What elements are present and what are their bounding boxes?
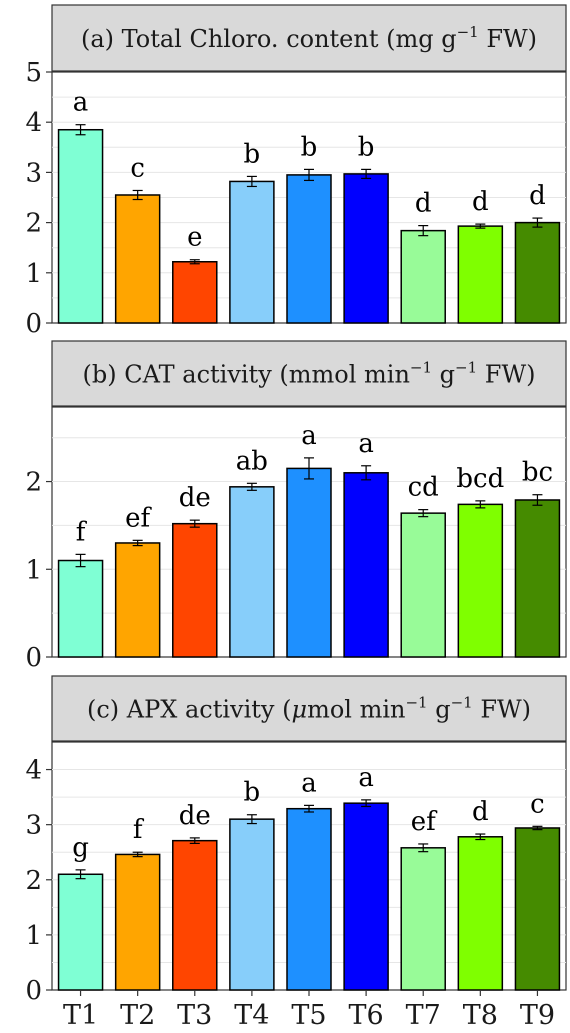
y-tick-label: 2: [25, 468, 42, 498]
panel-2-title: (c) APX activity (μmol min−1 g−1 FW): [87, 694, 531, 724]
bar-T8: [457, 503, 504, 658]
significance-letter: bcd: [456, 464, 504, 494]
bar-T9: [514, 499, 561, 658]
y-tick-label: 2: [25, 866, 42, 896]
significance-letter: ef: [411, 807, 438, 837]
title-text-3: g: [428, 696, 451, 724]
significance-letter: bc: [522, 458, 553, 488]
bar-T2: [114, 853, 161, 991]
significance-letter: de: [179, 801, 211, 831]
significance-letter: d: [472, 797, 489, 827]
significance-letter: a: [301, 421, 317, 451]
bar-T4: [229, 486, 275, 658]
bar-T1: [57, 128, 104, 324]
x-tick-label-T2: T2: [120, 1000, 155, 1031]
bar-T6: [343, 802, 389, 991]
significance-letter: b: [244, 778, 261, 808]
x-tick-label-T6: T6: [349, 1000, 384, 1031]
bar-T9: [514, 827, 561, 991]
significance-letter: f: [133, 815, 145, 845]
y-tick-label: 0: [25, 976, 42, 1006]
y-tick-label: 3: [25, 158, 42, 188]
title-tail: FW): [473, 696, 531, 724]
significance-letter: cd: [408, 473, 439, 503]
y-tick-label: 5: [25, 58, 42, 88]
title-text: (a) Total Chloro. content (mg g: [81, 25, 457, 53]
significance-letter: f: [76, 517, 88, 547]
significance-letter: d: [529, 181, 546, 211]
bar-T5: [286, 807, 332, 991]
bar-T7: [400, 847, 446, 991]
title-text: (c) APX activity (: [87, 696, 292, 724]
significance-letter: a: [301, 768, 317, 798]
title-superscript-2: −1: [455, 359, 477, 377]
x-tick-label-T5: T5: [291, 1000, 326, 1031]
significance-letter: a: [73, 88, 89, 118]
bar-T7: [400, 229, 446, 324]
significance-letter: c: [530, 789, 545, 819]
bar-T8: [457, 836, 504, 991]
significance-letter: a: [358, 429, 374, 459]
panel-1-title: (b) CAT activity (mmol min−1 g−1 FW): [83, 359, 536, 389]
significance-letter: a: [358, 763, 374, 793]
panel-0-strip: [51, 4, 567, 72]
bar-T2: [114, 542, 161, 658]
significance-letter: b: [244, 139, 261, 169]
significance-letter: e: [187, 223, 202, 253]
y-tick-label: 1: [25, 259, 42, 289]
significance-letter: g: [72, 833, 89, 863]
title-superscript: −1: [410, 359, 432, 377]
y-tick-label: 3: [25, 811, 42, 841]
x-tick-label-T7: T7: [406, 1000, 441, 1031]
y-tick-label: 1: [25, 921, 42, 951]
bar-T9: [514, 221, 561, 324]
panel-0-title: (a) Total Chloro. content (mg g−1 FW): [81, 23, 537, 53]
x-tick-label-T9: T9: [520, 1000, 555, 1031]
x-tick-label-T4: T4: [234, 1000, 269, 1031]
bar-T5: [286, 467, 332, 658]
bar-T8: [457, 225, 504, 324]
bar-T4: [229, 180, 275, 324]
significance-letter: d: [472, 187, 489, 217]
y-tick-label: 2: [25, 209, 42, 239]
significance-letter: ef: [125, 503, 152, 533]
title-text-2: mol min: [307, 696, 405, 724]
bar-T6: [343, 173, 389, 324]
bar-T3: [172, 839, 218, 991]
x-tick-label-T8: T8: [463, 1000, 498, 1031]
title-text-3: g: [432, 361, 455, 389]
title-superscript-2: −1: [451, 694, 473, 712]
title-tail: FW): [477, 361, 535, 389]
bar-T1: [57, 559, 104, 658]
x-tick-label-T1: T1: [63, 1000, 98, 1031]
bar-T4: [229, 818, 275, 991]
bar-T2: [114, 194, 161, 324]
significance-letter: ab: [236, 446, 268, 476]
title-tail: FW): [479, 25, 537, 53]
bar-T1: [57, 873, 104, 991]
bar-T3: [172, 261, 218, 324]
panel-1-strip: [51, 340, 567, 407]
bar-T5: [286, 174, 332, 324]
title-superscript: −1: [457, 23, 479, 41]
y-tick-label: 0: [25, 309, 42, 339]
significance-letter: d: [415, 189, 432, 219]
bar-T7: [400, 512, 446, 658]
panel-2-strip: [51, 675, 567, 742]
bar-T6: [343, 472, 389, 658]
y-tick-label: 4: [25, 108, 42, 138]
y-tick-label: 1: [25, 555, 42, 585]
significance-letter: c: [130, 153, 145, 183]
significance-letter: b: [301, 132, 318, 162]
title-mu: μ: [291, 696, 307, 724]
significance-letter: b: [358, 132, 375, 162]
bar-T3: [172, 522, 218, 658]
title-text: (b) CAT activity (mmol min: [83, 361, 410, 389]
title-superscript: −1: [405, 694, 427, 712]
y-tick-label: 0: [25, 643, 42, 673]
significance-letter: de: [179, 483, 211, 513]
x-tick-label-T3: T3: [177, 1000, 212, 1031]
y-tick-label: 4: [25, 756, 42, 786]
